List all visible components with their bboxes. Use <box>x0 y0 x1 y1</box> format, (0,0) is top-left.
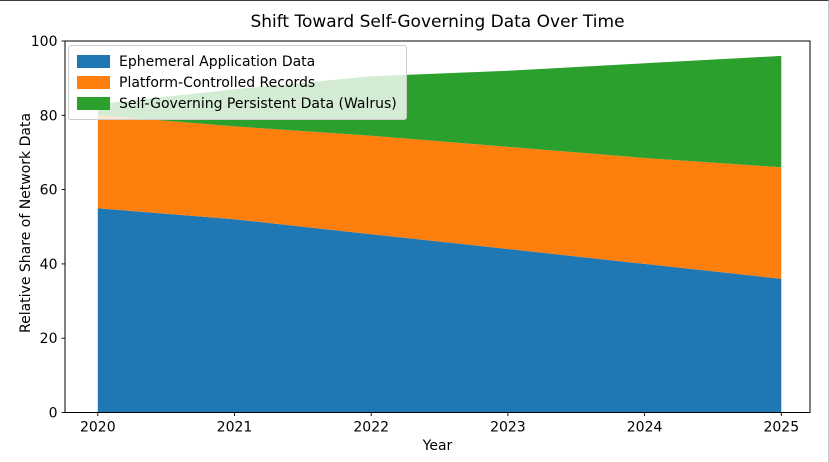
legend-label: Platform-Controlled Records <box>119 74 316 91</box>
legend-swatch-icon <box>77 76 110 89</box>
y-tick-label: 0 <box>49 406 58 422</box>
legend-label: Self-Governing Persistent Data (Walrus) <box>119 95 397 112</box>
x-tick-label: 2022 <box>353 420 389 436</box>
legend-item-self-governing-persistent-data-walrus: Self-Governing Persistent Data (Walrus) <box>77 93 397 114</box>
area-platform-controlled-records <box>97 115 782 279</box>
x-tick-label: 2023 <box>490 420 526 436</box>
y-tick-label: 60 <box>40 183 58 199</box>
x-tick-label: 2021 <box>217 420 253 436</box>
legend-item-platform-controlled-records: Platform-Controlled Records <box>77 72 397 93</box>
legend-swatch-icon <box>77 97 110 110</box>
x-tick-label: 2025 <box>763 420 799 436</box>
x-tick-label: 2020 <box>80 420 116 436</box>
axes-frame <box>64 40 811 413</box>
y-tick-label: 40 <box>40 257 58 273</box>
y-tick-label: 80 <box>40 108 58 124</box>
legend: Ephemeral Application Data Platform-Contr… <box>68 45 407 120</box>
area-ephemeral-application-data <box>97 208 782 413</box>
y-tick-label: 20 <box>40 331 58 347</box>
legend-label: Ephemeral Application Data <box>119 53 316 70</box>
area-self-governing-persistent-data-walrus <box>97 55 782 168</box>
y-tick-label: 100 <box>31 34 58 50</box>
x-tick-label: 2024 <box>627 420 663 436</box>
chart-title: Shift Toward Self-Governing Data Over Ti… <box>250 12 625 32</box>
legend-swatch-icon <box>77 55 110 68</box>
legend-item-ephemeral-application-data: Ephemeral Application Data <box>77 51 397 72</box>
x-axis-label: Year <box>422 438 453 454</box>
